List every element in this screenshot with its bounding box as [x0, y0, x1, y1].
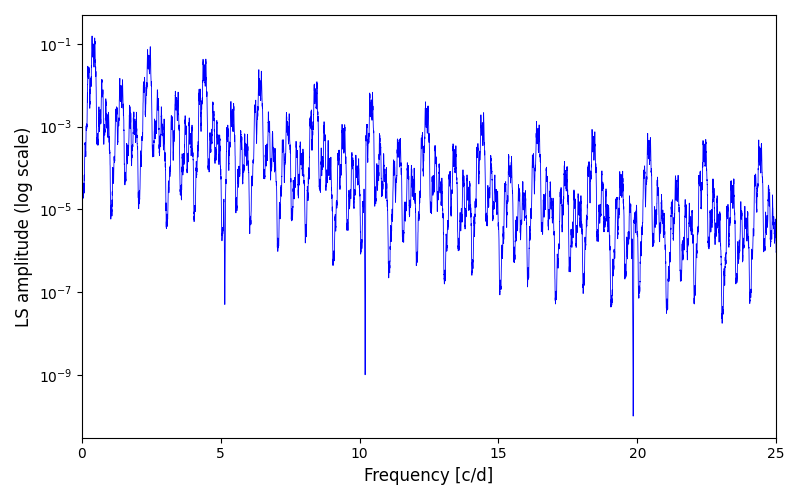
X-axis label: Frequency [c/d]: Frequency [c/d] [364, 467, 494, 485]
Y-axis label: LS amplitude (log scale): LS amplitude (log scale) [15, 126, 33, 326]
